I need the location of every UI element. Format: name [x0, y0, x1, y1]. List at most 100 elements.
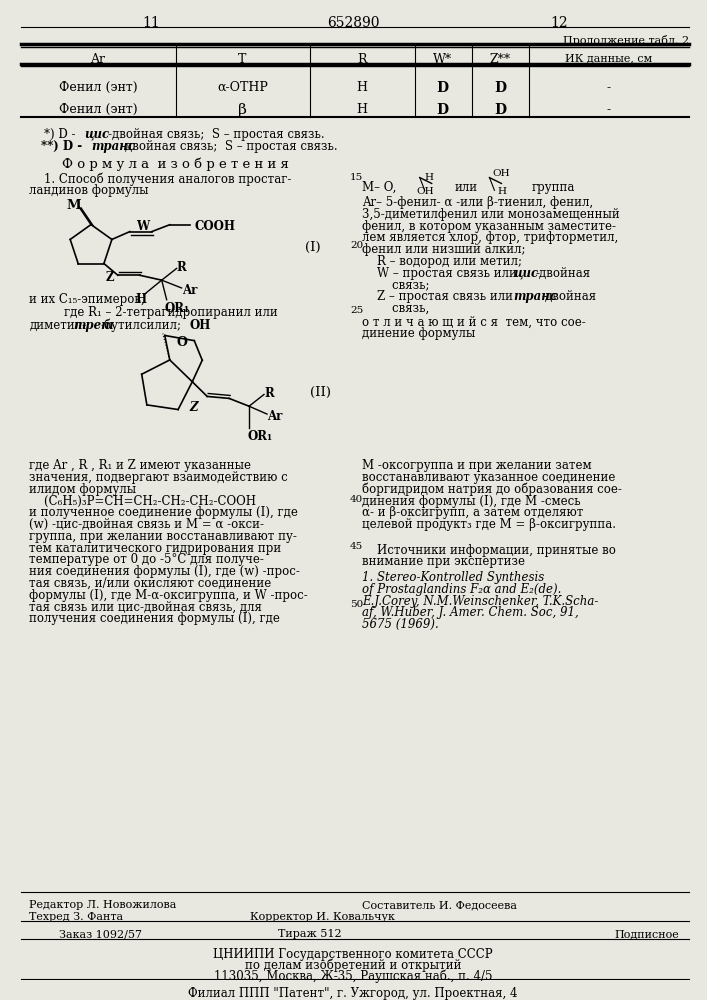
Text: -: -	[607, 103, 611, 116]
Text: (I): (I)	[305, 241, 321, 254]
Text: Корректор И. Ковальчук: Корректор И. Ковальчук	[250, 912, 395, 922]
Text: восстанавливают указанное соединение: восстанавливают указанное соединение	[362, 471, 615, 484]
Text: группа, при желании восстанавливают пу-: группа, при желании восстанавливают пу-	[29, 530, 297, 543]
Text: формулы (I), где M-α-оксигруппа, и W -прос-: формулы (I), где M-α-оксигруппа, и W -пр…	[29, 589, 308, 602]
Text: Фенил (энт): Фенил (энт)	[59, 103, 137, 116]
Text: фенил, в котором указанным заместите-: фенил, в котором указанным заместите-	[362, 220, 616, 233]
Text: T: T	[238, 53, 247, 66]
Text: 113035, Москва, Ж-35, Раушская наб., п. 4/5: 113035, Москва, Ж-35, Раушская наб., п. …	[214, 969, 492, 983]
Text: OH: OH	[189, 319, 211, 332]
Text: Продолжение табл. 2: Продолжение табл. 2	[563, 35, 689, 46]
Text: транс: транс	[513, 290, 557, 303]
Text: Филиал ППП "Патент", г. Ужгород, ул. Проектная, 4: Филиал ППП "Патент", г. Ужгород, ул. Про…	[188, 987, 518, 1000]
Text: E.J.Corey, N.M.Weinschenker, T.K.Scha-: E.J.Corey, N.M.Weinschenker, T.K.Scha-	[362, 595, 598, 608]
Text: динения формулы (I), где M -смесь: динения формулы (I), где M -смесь	[362, 495, 580, 508]
Text: 15: 15	[350, 173, 363, 182]
Text: D: D	[494, 103, 506, 117]
Text: и их C₁₅-эпимеров,: и их C₁₅-эпимеров,	[29, 293, 145, 306]
Text: Ar: Ar	[182, 284, 197, 297]
Text: Ar: Ar	[267, 410, 282, 423]
Text: W: W	[136, 220, 149, 233]
Text: OR₁: OR₁	[247, 430, 272, 443]
Text: (II): (II)	[310, 386, 331, 399]
Text: целевой продукт₃ где M = β-оксигруппа.: целевой продукт₃ где M = β-оксигруппа.	[362, 518, 616, 531]
Text: 11: 11	[142, 16, 160, 30]
Text: динение формулы: динение формулы	[362, 327, 475, 340]
Text: Техред З. Фанта: Техред З. Фанта	[29, 912, 124, 922]
Text: α- и β-оксигрупп, а затем отделяют: α- и β-оксигрупп, а затем отделяют	[362, 506, 583, 519]
Text: связь;: связь;	[362, 278, 429, 291]
Text: -: -	[607, 81, 611, 94]
Text: тем каталитического гидрирования при: тем каталитического гидрирования при	[29, 542, 281, 555]
Text: Z**: Z**	[490, 53, 511, 66]
Text: 1. Способ получения аналогов простаг-: 1. Способ получения аналогов простаг-	[29, 173, 292, 186]
Text: D: D	[494, 81, 506, 95]
Text: 1. Stereo-Kontrolled Synthesis: 1. Stereo-Kontrolled Synthesis	[362, 571, 544, 584]
Text: Тираж 512: Тираж 512	[279, 929, 342, 939]
Text: Источники информации, принятые во: Источники информации, принятые во	[362, 544, 616, 557]
Text: цис: цис	[513, 267, 539, 280]
Text: илидом формулы: илидом формулы	[29, 483, 136, 496]
Text: значения, подвергают взаимодействию с: значения, подвергают взаимодействию с	[29, 471, 288, 484]
Text: af, W.Huber, J. Amer. Chem. Soc, 91,: af, W.Huber, J. Amer. Chem. Soc, 91,	[362, 606, 579, 619]
Text: ния соединения формулы (I), где (w) -прос-: ния соединения формулы (I), где (w) -про…	[29, 565, 300, 578]
Text: Ф о р м у л а  и з о б р е т е н и я: Ф о р м у л а и з о б р е т е н и я	[62, 157, 289, 171]
Text: по делам изобретений и открытий: по делам изобретений и открытий	[245, 959, 461, 972]
Text: внимание при экспертизе: внимание при экспертизе	[362, 555, 525, 568]
Text: или: или	[455, 181, 478, 194]
Text: 3,5-диметилфенил или монозамещенный: 3,5-диметилфенил или монозамещенный	[362, 208, 620, 221]
Text: -двойная связь;  S – простая связь.: -двойная связь; S – простая связь.	[121, 140, 337, 153]
Text: β: β	[238, 103, 247, 117]
Text: OH: OH	[416, 187, 434, 196]
Text: COOH: COOH	[194, 220, 235, 233]
Text: Фенил (энт): Фенил (энт)	[59, 81, 137, 94]
Text: Z: Z	[106, 271, 115, 284]
Text: ЦНИИПИ Государственного комитета СССР: ЦНИИПИ Государственного комитета СССР	[214, 948, 493, 961]
Text: связь,: связь,	[362, 302, 429, 315]
Text: Z: Z	[189, 401, 198, 414]
Text: группа: группа	[531, 181, 575, 194]
Text: диметил-: диметил-	[29, 319, 86, 332]
Text: Ar– 5-фенил- α -или β-тиенил, фенил,: Ar– 5-фенил- α -или β-тиенил, фенил,	[362, 196, 593, 209]
Text: D: D	[437, 81, 449, 95]
Text: (w) -цис-двойная связь и M = α -окси-: (w) -цис-двойная связь и M = α -окси-	[29, 518, 264, 531]
Text: Заказ 1092/57: Заказ 1092/57	[59, 929, 142, 939]
Text: OH: OH	[493, 169, 510, 178]
Text: -двойная связь;  S – простая связь.: -двойная связь; S – простая связь.	[108, 128, 325, 141]
Text: Ar: Ar	[90, 53, 105, 66]
Text: и полученное соединение формулы (I), где: и полученное соединение формулы (I), где	[29, 506, 298, 519]
Text: тая связь, и/или окисляют соединение: тая связь, и/или окисляют соединение	[29, 577, 271, 590]
Text: O: O	[176, 336, 187, 349]
Text: трет: трет	[73, 319, 114, 332]
Text: *) D -: *) D -	[45, 128, 76, 141]
Text: R: R	[177, 261, 187, 274]
Text: H: H	[498, 187, 506, 196]
Text: -двойная: -двойная	[535, 267, 590, 280]
Text: α-ОТНР: α-ОТНР	[217, 81, 268, 94]
Text: H: H	[136, 293, 147, 306]
Text: M: M	[66, 199, 81, 212]
Text: 12: 12	[550, 16, 568, 30]
Text: получения соединения формулы (I), где: получения соединения формулы (I), где	[29, 612, 280, 625]
Text: Подписное: Подписное	[614, 929, 679, 939]
Text: -бутилсилил;: -бутилсилил;	[101, 319, 182, 332]
Text: ИК данные, см: ИК данные, см	[566, 53, 653, 63]
Text: где R₁ – 2-тетрагидропиранил или: где R₁ – 2-тетрагидропиранил или	[49, 306, 278, 319]
Text: температуре от 0 до -5°C для получе-: температуре от 0 до -5°C для получе-	[29, 553, 264, 566]
Text: (C₆H₅)₃P=CH=CH₂-CH₂-CH₂-COOH: (C₆H₅)₃P=CH=CH₂-CH₂-CH₂-COOH	[29, 495, 256, 508]
Text: фенил или низший алкил;: фенил или низший алкил;	[362, 243, 525, 256]
Text: -двойная: -двойная	[542, 290, 597, 303]
Text: 40: 40	[350, 495, 363, 504]
Text: H: H	[425, 173, 433, 182]
Text: R: R	[357, 53, 367, 66]
Text: R – водород или метил;: R – водород или метил;	[362, 255, 522, 268]
Text: тая связь или цис-двойная связь, для: тая связь или цис-двойная связь, для	[29, 600, 262, 613]
Text: о т л и ч а ю щ и й с я  тем, что сое-: о т л и ч а ю щ и й с я тем, что сое-	[362, 316, 585, 329]
Text: 5675 (1969).: 5675 (1969).	[362, 618, 439, 631]
Text: H: H	[356, 103, 368, 116]
Text: где Ar , R , R₁ и Z имеют указанные: где Ar , R , R₁ и Z имеют указанные	[29, 459, 251, 472]
Text: M -оксогруппа и при желании затем: M -оксогруппа и при желании затем	[362, 459, 592, 472]
Text: 20: 20	[350, 241, 363, 250]
Text: **) D -: **) D -	[41, 140, 82, 153]
Text: D: D	[437, 103, 449, 117]
